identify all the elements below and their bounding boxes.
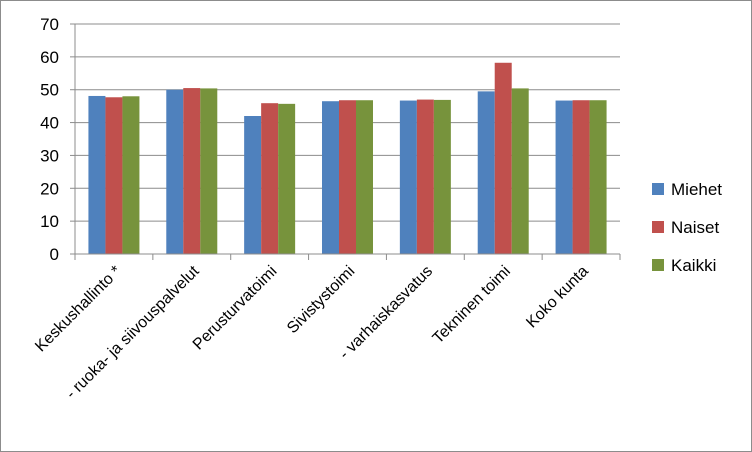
legend: Miehet Naiset Kaikki	[652, 180, 722, 275]
bar-miehet-2	[244, 116, 262, 254]
bar-naiset-4	[416, 99, 434, 254]
legend-label-miehet: Miehet	[671, 180, 722, 199]
y-tick-label: 70	[40, 15, 59, 34]
x-category-label: - ruoka- ja siivouspalvelut	[63, 262, 203, 402]
bar-miehet-4	[399, 100, 417, 254]
y-tick-label: 50	[40, 81, 59, 100]
x-category-label: Perusturvatoimi	[190, 263, 281, 354]
bar-kaikki-5	[511, 88, 529, 255]
y-tick-label: 30	[40, 146, 59, 165]
bar-kaikki-6	[589, 100, 607, 254]
bar-kaikki-4	[433, 99, 451, 255]
axes	[74, 24, 621, 260]
bars	[88, 62, 607, 255]
bar-naiset-6	[572, 100, 590, 254]
bar-miehet-1	[166, 89, 184, 254]
bar-naiset-1	[183, 88, 201, 254]
y-tick-label: 0	[50, 245, 59, 264]
legend-swatch-naiset	[652, 221, 664, 233]
bar-miehet-3	[322, 101, 339, 254]
x-axis-labels: Keskushallinto *- ruoka- ja siivouspalve…	[32, 262, 592, 402]
bar-naiset-2	[261, 103, 279, 254]
y-tick-label: 10	[40, 212, 59, 231]
x-category-label: Sivistystoimi	[284, 263, 358, 337]
legend-label-kaikki: Kaikki	[671, 256, 716, 275]
legend-swatch-miehet	[652, 183, 664, 195]
bar-naiset-0	[105, 97, 123, 255]
y-tick-label: 60	[40, 48, 59, 67]
x-category-label: Tekninen toimi	[430, 263, 514, 347]
legend-label-naiset: Naiset	[671, 218, 719, 237]
y-axis-ticks: 0 10 20 30 40 50 60 70	[40, 15, 75, 264]
y-tick-label: 20	[40, 179, 59, 198]
bar-kaikki-0	[122, 96, 140, 255]
bar-miehet-6	[555, 100, 573, 254]
bar-naiset-5	[494, 62, 512, 255]
bar-kaikki-3	[356, 100, 373, 254]
bar-kaikki-2	[278, 103, 296, 254]
bar-miehet-0	[88, 95, 106, 254]
bar-miehet-5	[477, 91, 495, 254]
x-category-label: Koko kunta	[523, 263, 592, 332]
y-tick-label: 40	[40, 114, 59, 133]
legend-swatch-kaikki	[652, 259, 664, 271]
bar-kaikki-1	[200, 88, 218, 255]
bar-naiset-3	[339, 100, 356, 254]
